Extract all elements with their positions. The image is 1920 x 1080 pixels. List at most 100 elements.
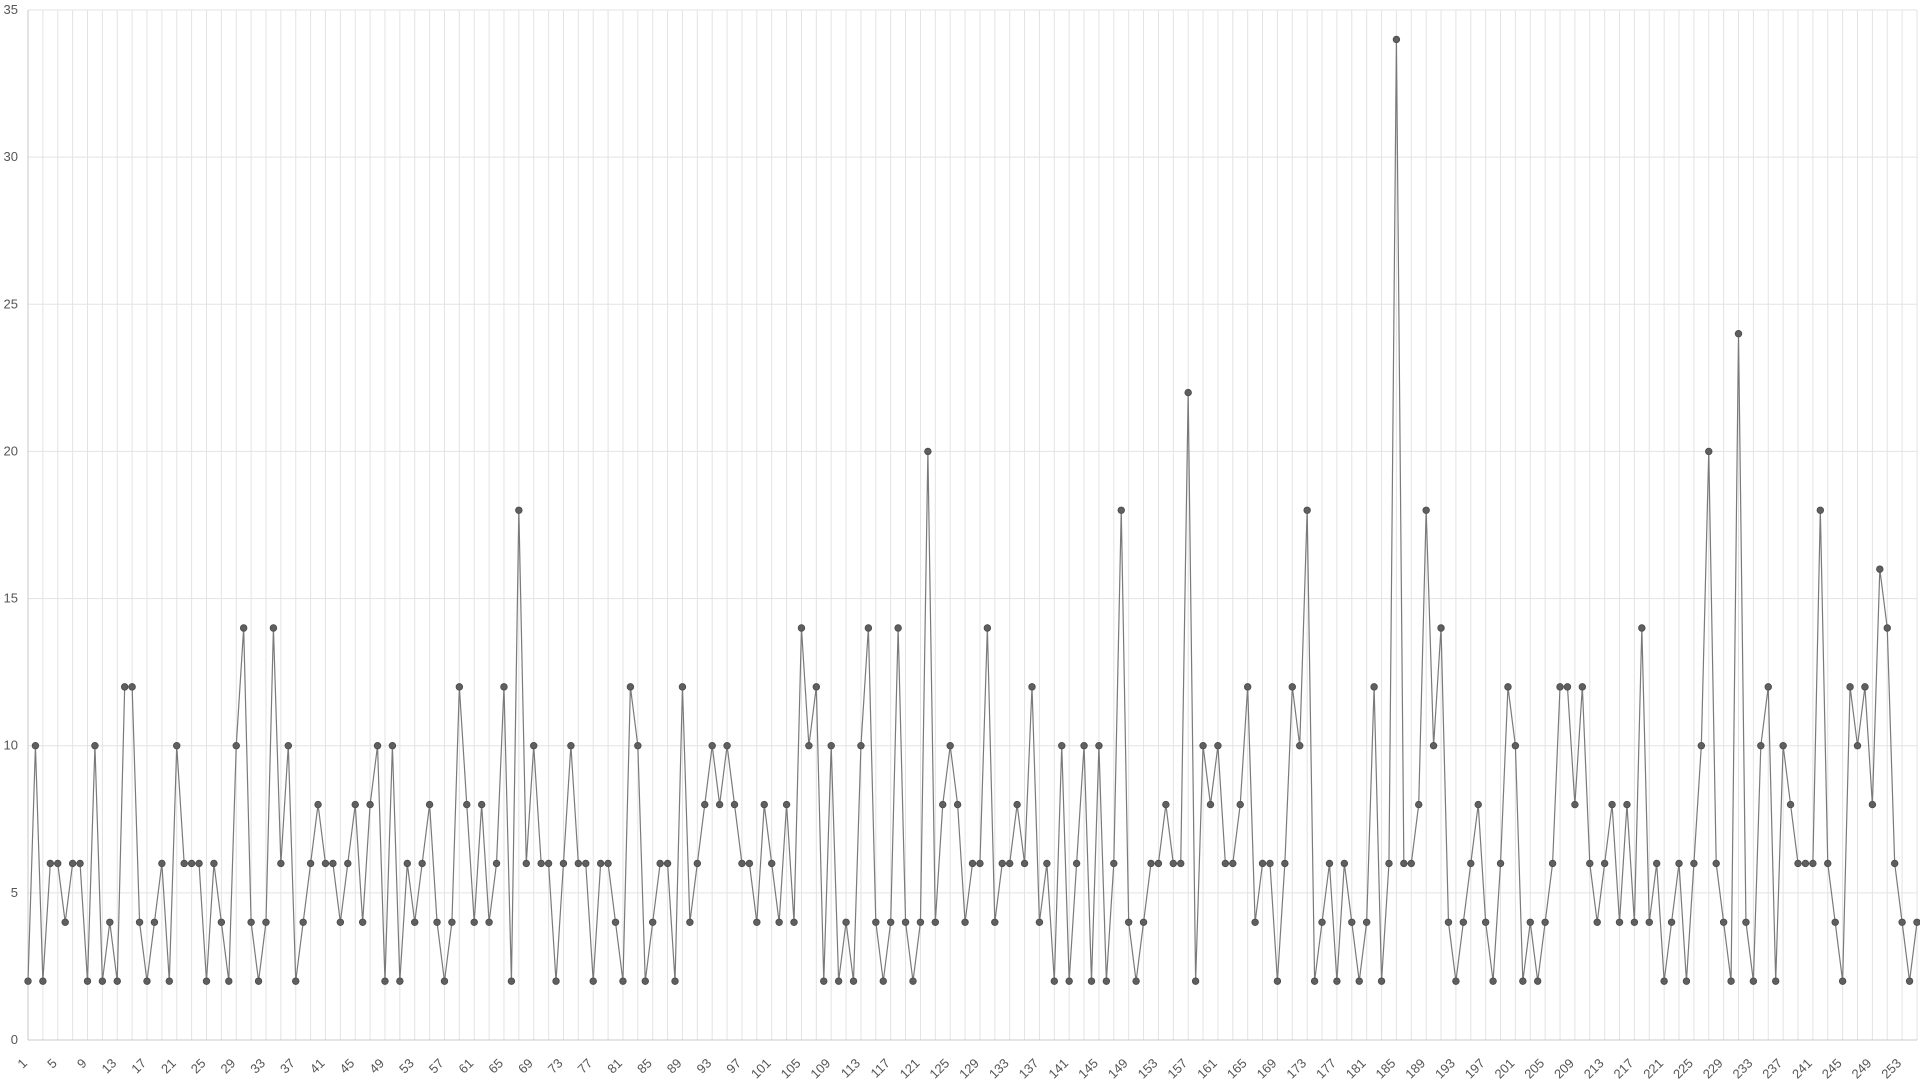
data-point [269, 624, 278, 632]
data-point [894, 624, 902, 632]
data-point [634, 742, 642, 750]
data-point [730, 800, 739, 809]
data-point [1154, 859, 1163, 868]
data-point [901, 918, 910, 926]
data-point [1258, 859, 1267, 868]
data-point [1511, 742, 1520, 750]
data-point [1779, 742, 1787, 750]
data-point [552, 977, 560, 985]
data-point [292, 977, 300, 985]
data-point [1110, 859, 1118, 868]
data-point [500, 683, 508, 691]
x-tick-label: 121 [897, 1056, 923, 1080]
data-point [1608, 800, 1616, 809]
data-point [753, 918, 761, 926]
data-point [98, 977, 107, 985]
x-tick-label: 109 [807, 1056, 833, 1080]
data-point [1362, 918, 1371, 926]
data-point [1459, 918, 1468, 926]
data-point [604, 859, 612, 868]
x-tick-label: 105 [778, 1056, 804, 1080]
data-point [708, 742, 716, 750]
data-point [1139, 918, 1148, 926]
data-point [1757, 742, 1765, 750]
x-tick-label: 93 [693, 1056, 714, 1077]
data-point [1124, 918, 1133, 926]
data-point [1675, 859, 1683, 868]
x-tick-label: 129 [956, 1056, 982, 1080]
data-point [909, 977, 917, 985]
data-point [1489, 977, 1497, 985]
y-tick-label: 10 [4, 738, 18, 753]
data-point [1861, 683, 1869, 691]
x-tick-label: 41 [307, 1056, 328, 1077]
x-gridlines [27, 10, 1918, 1040]
x-tick-label: 205 [1521, 1056, 1547, 1080]
x-tick-label: 165 [1224, 1056, 1250, 1080]
data-point [1177, 859, 1185, 868]
data-point [790, 918, 798, 926]
data-point [1296, 742, 1304, 750]
data-point [1749, 977, 1758, 985]
data-point [128, 683, 136, 691]
x-tick-label: 153 [1135, 1056, 1161, 1080]
data-point [1615, 918, 1624, 926]
data-point [455, 683, 464, 691]
data-point [678, 683, 687, 691]
data-points [24, 35, 1920, 985]
x-tick-label: 85 [634, 1056, 655, 1077]
data-point [1526, 918, 1534, 926]
data-point [968, 859, 977, 868]
y-tick-label: 35 [4, 2, 18, 17]
data-point [797, 624, 806, 632]
data-point [1905, 977, 1914, 985]
y-tick-label: 25 [4, 296, 18, 311]
data-point [135, 918, 144, 926]
data-point [1586, 859, 1594, 868]
data-point [723, 742, 731, 750]
x-tick-label: 169 [1254, 1056, 1280, 1080]
data-point [225, 977, 233, 985]
data-point [849, 977, 858, 985]
data-point [738, 859, 746, 868]
x-tick-label: 249 [1849, 1056, 1875, 1080]
x-tick-label: 133 [986, 1056, 1012, 1080]
data-point [1095, 742, 1103, 750]
x-tick-label: 189 [1402, 1056, 1428, 1080]
data-point [1392, 35, 1401, 44]
data-point [418, 859, 426, 868]
data-point [1117, 506, 1125, 514]
x-tick-label: 237 [1759, 1056, 1785, 1080]
data-point [626, 683, 635, 691]
data-point [1771, 977, 1780, 985]
data-point [1824, 859, 1832, 868]
x-tick-label: 185 [1373, 1056, 1399, 1080]
data-point [983, 624, 992, 632]
data-point [1310, 977, 1319, 985]
data-point [649, 918, 657, 926]
x-tick-label: 25 [188, 1056, 209, 1077]
x-tick-label: 69 [515, 1056, 536, 1077]
data-point [641, 977, 649, 985]
x-tick-label: 33 [247, 1056, 268, 1077]
data-point [158, 859, 166, 868]
x-tick-label: 245 [1819, 1056, 1845, 1080]
data-point [1229, 859, 1237, 868]
data-point [1020, 859, 1029, 868]
x-tick-label: 193 [1432, 1056, 1458, 1080]
x-tick-label: 57 [426, 1056, 447, 1077]
data-point [1243, 683, 1252, 691]
data-point [150, 918, 159, 926]
data-point [463, 800, 471, 809]
data-point [1630, 918, 1639, 926]
data-point [1333, 977, 1341, 985]
x-tick-label: 45 [337, 1056, 358, 1077]
x-tick-label: 97 [723, 1056, 744, 1077]
data-point [31, 742, 40, 750]
data-point [306, 859, 315, 868]
data-point [299, 918, 307, 926]
data-point [1563, 683, 1572, 691]
data-point [1809, 859, 1817, 868]
x-tick-label: 181 [1343, 1056, 1369, 1080]
data-point [403, 859, 411, 868]
